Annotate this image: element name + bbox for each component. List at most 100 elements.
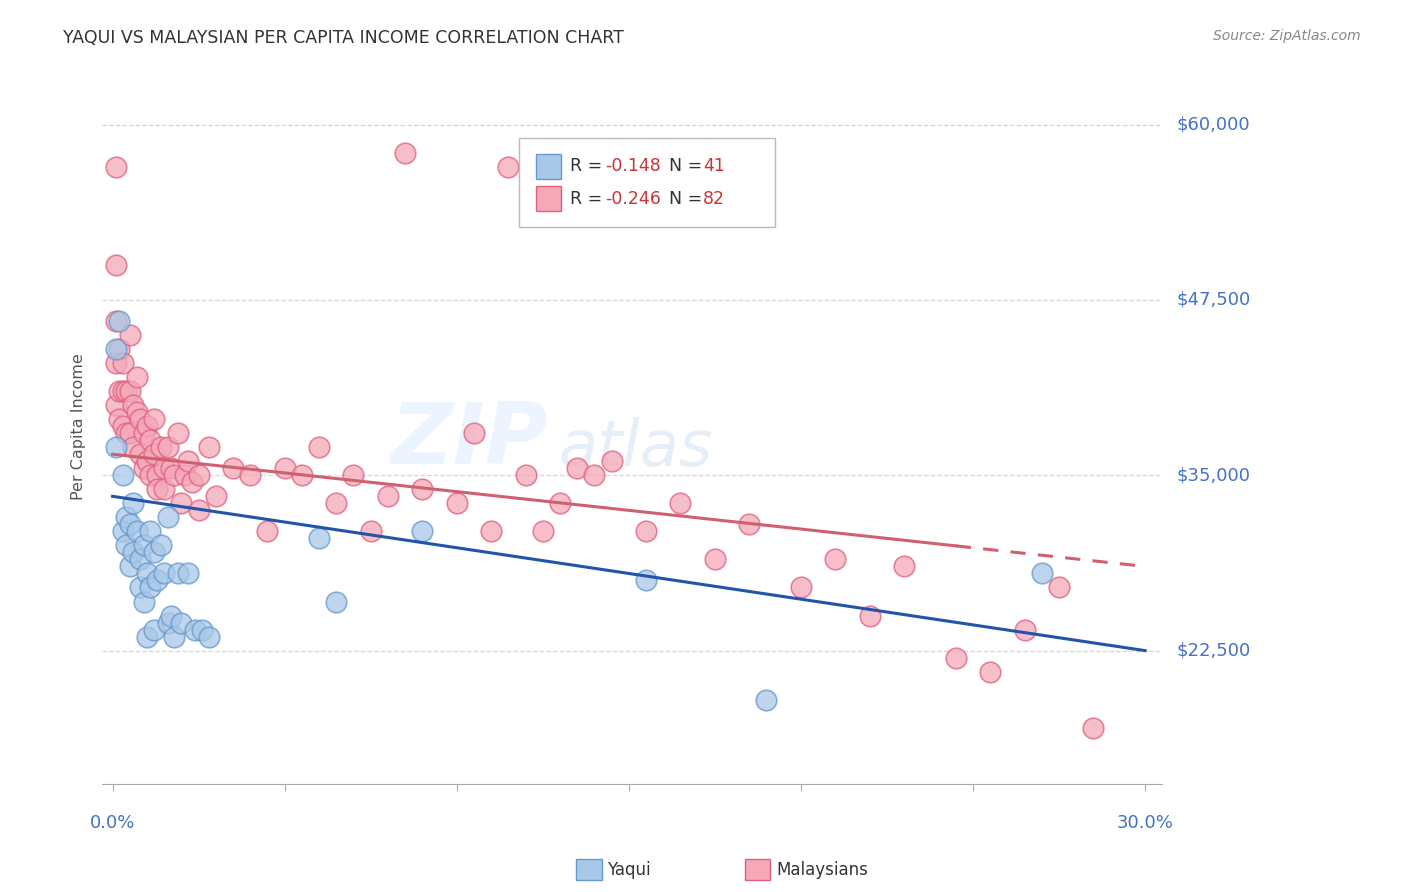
Point [167,566,190,581]
Text: Malaysians: Malaysians [776,861,868,879]
Point [104,258,127,272]
Point [634,524,657,539]
Text: N =: N = [658,190,709,208]
Point [122,496,145,510]
Point [325,594,347,608]
Point [142,545,165,559]
Point [479,524,502,539]
Point [104,356,127,370]
Point [132,426,155,441]
Text: 0.0%: 0.0% [90,814,135,832]
Point [108,342,131,356]
Point [136,454,159,468]
Point [125,524,148,539]
Point [170,496,193,510]
Point [239,468,262,483]
Point [142,623,165,637]
Point [180,475,202,490]
Point [198,630,221,644]
Point [115,426,138,441]
Point [738,517,761,532]
Point [108,384,131,398]
Point [291,468,314,483]
Text: $22,500: $22,500 [1177,641,1250,659]
Point [153,483,176,497]
Point [104,160,127,174]
Text: Source: ZipAtlas.com: Source: ZipAtlas.com [1213,29,1361,43]
Point [191,623,214,637]
Text: R =: R = [569,158,607,176]
Point [125,405,148,419]
Point [129,552,152,566]
Point [129,412,152,426]
Point [1083,721,1105,735]
Point [1047,581,1070,595]
Point [156,615,179,630]
Point [222,461,245,475]
Text: -0.148: -0.148 [605,158,661,176]
Point [125,370,148,384]
Point [129,581,152,595]
Text: atlas: atlas [558,417,713,479]
Point [118,517,141,532]
Point [111,384,134,398]
Text: R =: R = [569,190,607,208]
Text: 41: 41 [703,158,725,176]
Point [104,398,127,412]
Point [945,650,967,665]
Point [463,426,485,441]
Point [1031,566,1053,581]
Point [136,566,159,581]
Point [153,461,176,475]
Point [411,483,433,497]
Point [132,461,155,475]
Point [118,559,141,574]
Point [111,468,134,483]
Point [163,468,186,483]
Point [893,559,915,574]
Point [273,461,295,475]
Point [187,468,209,483]
Point [111,524,134,539]
Point [177,566,200,581]
Point [167,426,190,441]
Point [669,496,692,510]
Point [308,532,330,546]
Point [149,538,172,552]
Point [600,454,623,468]
Point [498,160,520,174]
Point [108,314,131,328]
Text: $35,000: $35,000 [1177,467,1250,484]
Point [132,594,155,608]
Y-axis label: Per Capita Income: Per Capita Income [72,353,86,500]
Text: YAQUI VS MALAYSIAN PER CAPITA INCOME CORRELATION CHART: YAQUI VS MALAYSIAN PER CAPITA INCOME COR… [63,29,624,46]
Point [859,608,882,623]
Point [146,483,169,497]
Point [118,426,141,441]
Point [118,384,141,398]
Point [790,581,813,595]
Point [115,384,138,398]
Point [104,440,127,454]
Point [360,524,382,539]
Point [139,468,162,483]
Text: $60,000: $60,000 [1177,116,1250,134]
Point [1014,623,1036,637]
Point [156,440,179,454]
Point [531,524,554,539]
Point [173,468,195,483]
Point [111,356,134,370]
Point [567,461,589,475]
Point [132,538,155,552]
Point [446,496,468,510]
Point [703,552,725,566]
Point [139,434,162,448]
Point [394,145,416,160]
Point [136,630,159,644]
Point [198,440,221,454]
Point [108,412,131,426]
Point [824,552,846,566]
Point [153,566,176,581]
Point [122,440,145,454]
Point [256,524,278,539]
